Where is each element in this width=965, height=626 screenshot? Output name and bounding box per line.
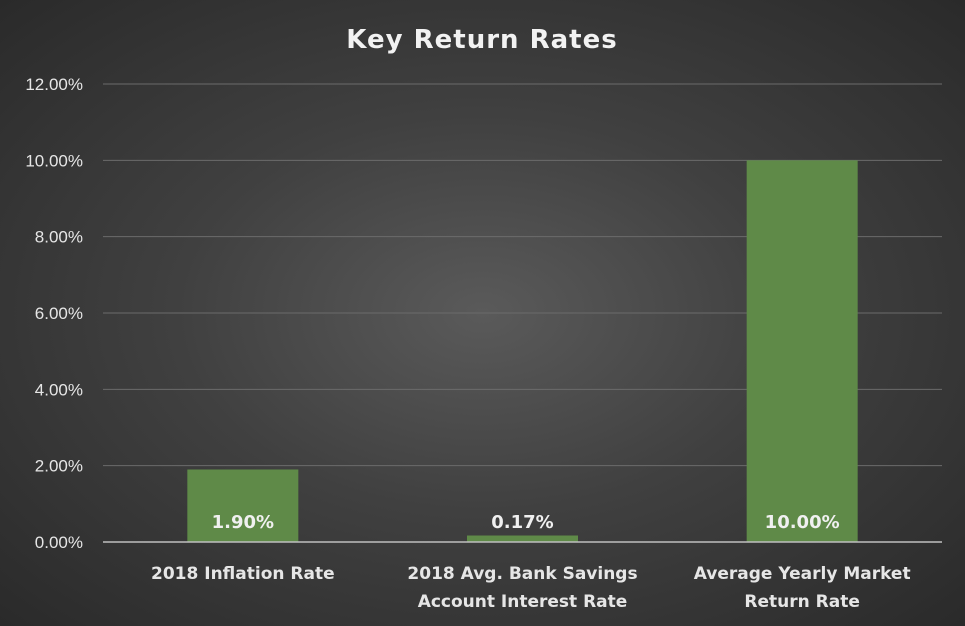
bars: 1.90% 0.17% 10.00% <box>187 160 858 543</box>
data-label: 0.17% <box>491 512 553 533</box>
x-axis-categories: 2018 Inflation Rate 2018 Avg. Bank Saving… <box>151 564 911 612</box>
y-tick-label: 8.00% <box>35 228 83 247</box>
bar <box>187 469 299 542</box>
y-axis-ticks: 0.00% 2.00% 4.00% 6.00% 8.00% 10.00% 12.00% <box>25 75 83 552</box>
bar <box>467 535 578 542</box>
y-tick-label: 2.00% <box>35 457 83 476</box>
y-tick-label: 0.00% <box>35 533 83 552</box>
data-label: 10.00% <box>765 512 840 533</box>
y-tick-label: 10.00% <box>25 151 83 170</box>
chart-title: Key Return Rates <box>346 25 617 55</box>
x-category-label: Average Yearly Market <box>694 564 911 584</box>
x-category-label: Return Rate <box>744 592 859 612</box>
y-tick-label: 6.00% <box>35 304 83 323</box>
x-category-label: Account Interest Rate <box>418 592 628 612</box>
y-tick-label: 12.00% <box>25 75 83 94</box>
data-label: 1.90% <box>212 512 274 533</box>
x-category-label: 2018 Avg. Bank Savings <box>407 564 637 584</box>
bar <box>746 160 858 543</box>
x-category-label: 2018 Inflation Rate <box>151 564 335 584</box>
y-tick-label: 4.00% <box>35 380 83 399</box>
